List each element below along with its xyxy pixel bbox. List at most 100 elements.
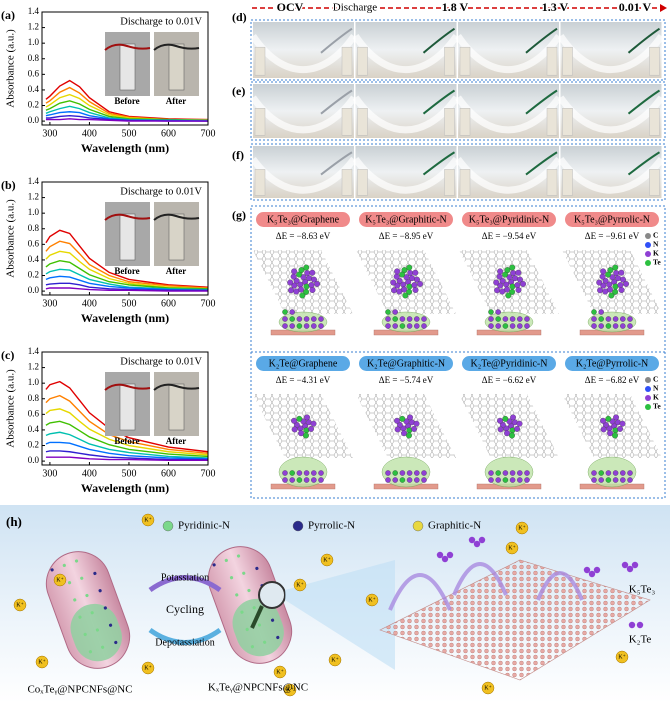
atom-side — [488, 309, 494, 315]
atom-side — [399, 316, 406, 322]
y-tick-label: 0.0 — [28, 285, 40, 295]
magnifier-handle — [250, 605, 264, 629]
clamp — [341, 46, 353, 76]
atom — [510, 414, 516, 421]
inset-label: Before — [114, 266, 139, 276]
tube-liquid — [422, 27, 456, 54]
atom-side — [318, 477, 324, 483]
atom-side — [627, 477, 633, 483]
legend-label: N — [653, 240, 659, 249]
spectrum-line — [45, 229, 209, 288]
atom-side — [502, 316, 509, 322]
k-ion — [293, 578, 307, 592]
electrode-wire — [153, 383, 200, 391]
dopant — [73, 598, 77, 602]
legend-label: C — [653, 231, 658, 240]
atom — [303, 283, 310, 290]
k-ion — [481, 681, 495, 695]
atom — [412, 287, 419, 293]
structure-name: K₅Te₃@Graphene — [267, 214, 340, 225]
spectrum-line — [45, 456, 208, 462]
dopant — [62, 563, 66, 568]
cycle-arrow — [148, 627, 222, 645]
atom-side — [406, 323, 413, 329]
atom — [407, 414, 413, 421]
electrode-wire — [104, 213, 151, 221]
atom — [619, 420, 626, 427]
k-ion-label: K⁺ — [16, 601, 24, 608]
k-ion — [141, 661, 155, 675]
atom-side — [524, 323, 530, 329]
atom — [303, 432, 309, 439]
tube-liquid — [320, 89, 353, 115]
clamp — [357, 46, 368, 76]
y-tick-label: 0.8 — [28, 53, 40, 63]
y-tick-label: 1.2 — [28, 192, 39, 202]
atom — [612, 264, 619, 271]
structure-name: K₅Te₃@Graphitic-N — [365, 214, 447, 225]
binding-energy: ΔE = −8.63 eV — [276, 231, 331, 241]
atom-side — [392, 316, 398, 322]
cluster-atom — [588, 570, 596, 578]
nanofiber-core — [70, 603, 122, 662]
legend-label: Pyridinic-N — [178, 520, 230, 532]
atom-side — [627, 316, 633, 322]
k-ion-label: K⁺ — [484, 684, 492, 691]
spectrum-line — [45, 100, 209, 122]
atom-side — [392, 477, 398, 483]
x-axis-label: Wavelength (nm) — [81, 311, 169, 325]
k-ion-label: K⁺ — [56, 576, 64, 583]
atom-side — [282, 470, 288, 476]
electrode-wire — [104, 383, 151, 391]
dopant — [245, 627, 249, 632]
atom-side — [524, 316, 530, 322]
stage-label: 1.3 V — [542, 0, 569, 14]
atom-side — [495, 477, 501, 483]
x-tick-label: 700 — [201, 468, 216, 479]
atom-side — [392, 323, 398, 329]
y-tick-label: 0.4 — [28, 424, 40, 434]
clamp — [444, 108, 455, 136]
process-label: Potassiation — [161, 572, 209, 583]
atom-side — [385, 309, 391, 315]
polytelluride-arc — [388, 573, 452, 611]
spectrum-line — [45, 250, 209, 290]
spectrum-line — [45, 450, 208, 461]
cluster-atom — [636, 621, 644, 629]
material-label: CoₓTeᵧ@NPCNFs@NC — [27, 684, 132, 696]
atom — [411, 282, 418, 289]
structure-name: K₂Te@Pyrrolic-N — [576, 358, 649, 369]
binding-energy: ΔE = −9.61 eV — [585, 231, 640, 241]
k-ion — [505, 541, 519, 555]
charge-density — [278, 311, 328, 333]
y-tick-label: 0.2 — [28, 440, 39, 450]
dopant — [90, 611, 94, 615]
atom — [296, 415, 303, 422]
cluster-atom — [593, 566, 601, 574]
atom — [402, 292, 409, 299]
dopant — [236, 554, 241, 558]
clamp — [562, 108, 573, 136]
atom — [311, 276, 317, 283]
x-tick-label: 700 — [201, 128, 216, 139]
atom — [615, 275, 622, 282]
atom — [391, 287, 398, 294]
atom — [608, 292, 615, 299]
process-label: Cycling — [166, 602, 204, 616]
x-tick-label: 600 — [161, 298, 176, 309]
panel-label: (b) — [1, 178, 16, 192]
k-ion — [328, 653, 342, 667]
binding-energy: ΔE = −8.95 eV — [379, 231, 434, 241]
charge-density — [381, 311, 431, 333]
tube-liquid — [422, 151, 456, 176]
atom-side — [421, 470, 427, 476]
spectrum-line — [45, 420, 209, 458]
y-tick-label: 1.4 — [28, 346, 40, 356]
atom — [596, 279, 603, 286]
x-axis-label: Wavelength (nm) — [81, 481, 169, 495]
tube-liquid — [525, 27, 558, 54]
clamp — [562, 46, 573, 76]
panel-label: (f) — [232, 148, 244, 162]
legend-label: Graphitic-N — [428, 520, 481, 532]
legend-label: K — [653, 393, 659, 402]
